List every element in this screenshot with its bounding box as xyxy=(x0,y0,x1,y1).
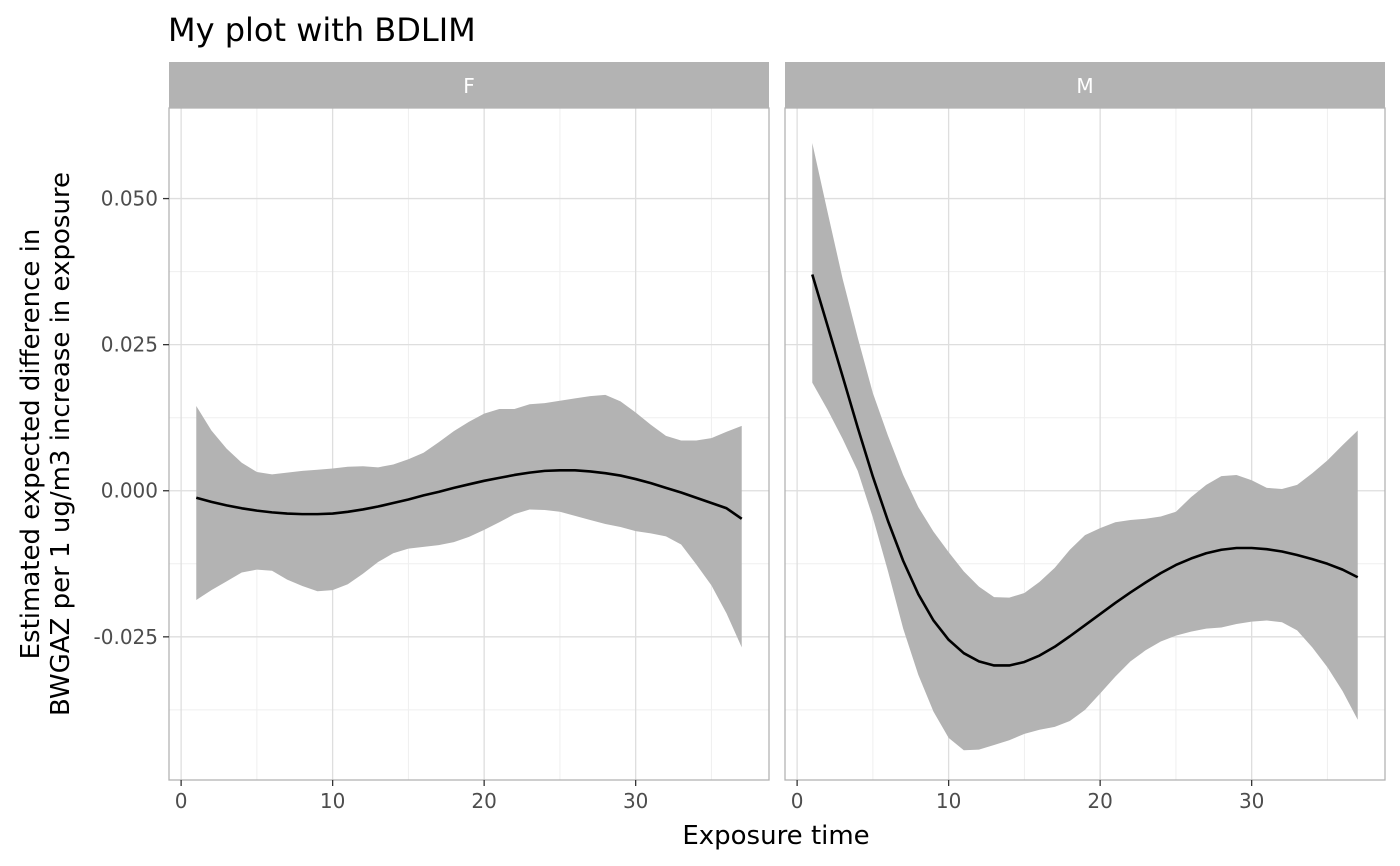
panel-f: F 0 10 20 30 xyxy=(168,62,770,813)
x-tick-label: 10 xyxy=(936,789,961,813)
panel-border xyxy=(168,107,770,781)
facet-strip xyxy=(785,62,1385,108)
y-tick-label: -0.025 xyxy=(94,625,158,649)
estimate-line xyxy=(195,469,743,520)
y-axis-title-line-2: BWGAZ per 1 ug/m3 increase in exposure xyxy=(46,172,76,716)
facet-strip-label: F xyxy=(463,74,475,98)
x-tick-label: 30 xyxy=(623,789,648,813)
y-axis-ticks: -0.025 0.000 0.025 0.050 xyxy=(94,187,169,649)
facet-strip xyxy=(169,62,769,108)
estimate-line xyxy=(811,274,1359,667)
x-axis-title: Exposure time xyxy=(682,821,869,851)
panel-border xyxy=(784,107,1386,781)
x-tick-label: 0 xyxy=(175,789,188,813)
facet-strip-label: M xyxy=(1076,74,1093,98)
confidence-ribbon xyxy=(812,143,1358,751)
y-tick-label: 0.000 xyxy=(101,479,158,503)
chart-title: My plot with BDLIM xyxy=(168,11,476,49)
y-tick-label: 0.050 xyxy=(101,187,158,211)
panel-m: M 0 10 20 30 xyxy=(784,62,1386,813)
y-axis-title-line-1: Estimated expected difference in xyxy=(16,229,46,660)
y-axis-title: Estimated expected difference in BWGAZ p… xyxy=(16,172,76,716)
x-tick-label: 0 xyxy=(791,789,804,813)
x-tick-label: 20 xyxy=(471,789,496,813)
x-tick-label: 10 xyxy=(320,789,345,813)
y-tick-label: 0.025 xyxy=(101,333,158,357)
x-tick-label: 30 xyxy=(1239,789,1264,813)
confidence-ribbon xyxy=(196,394,742,648)
x-tick-label: 20 xyxy=(1087,789,1112,813)
